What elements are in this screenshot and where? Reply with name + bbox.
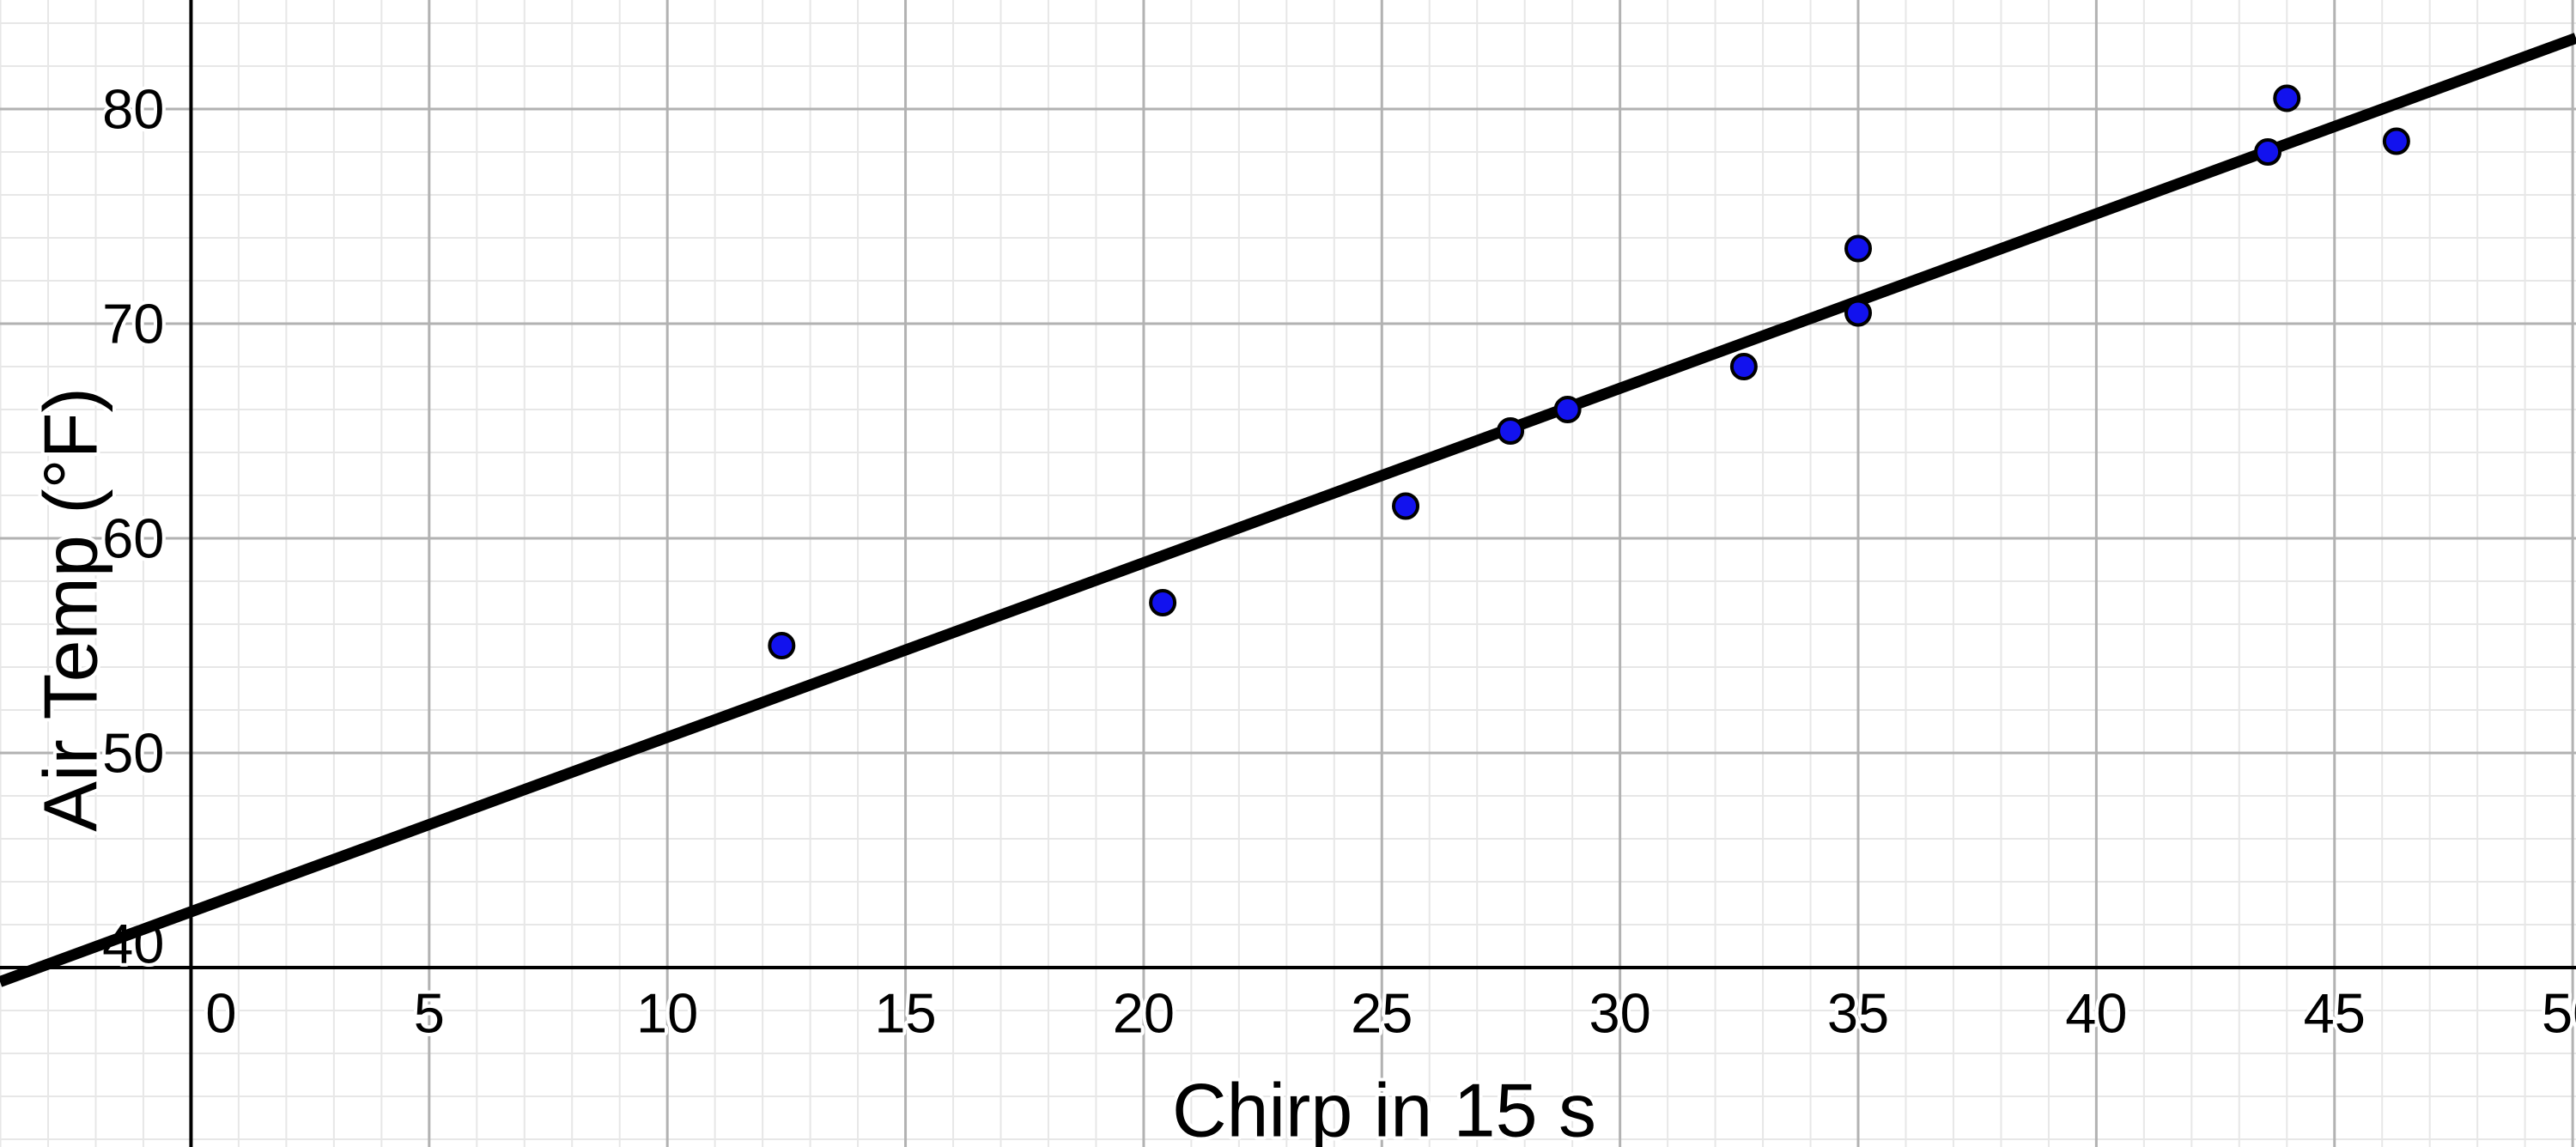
axis-titles: Chirp in 15 s Air Temp (°F): [25, 384, 1601, 1147]
y-tick-label: 60: [102, 507, 164, 570]
data-point: [2254, 138, 2282, 166]
data-point: [1392, 492, 1420, 520]
x-tick-label: 10: [636, 982, 698, 1045]
best-fit-line-layer: [0, 33, 2576, 987]
x-tick-label: 5: [414, 982, 445, 1045]
data-point: [2382, 127, 2410, 155]
data-point: [1149, 589, 1177, 616]
data-point: [2273, 84, 2301, 112]
data-point: [1553, 396, 1582, 423]
x-tick-label: 45: [2304, 982, 2366, 1045]
y-tick-label: 50: [102, 722, 164, 785]
x-tick-label: 35: [1827, 982, 1889, 1045]
x-tick-label: 50: [2542, 982, 2576, 1045]
data-points-layer: [768, 84, 2410, 659]
x-tick-label: 40: [2065, 982, 2127, 1045]
best-fit-line: [0, 33, 2576, 987]
data-point: [1844, 299, 1873, 327]
x-tick-label: 0: [205, 982, 236, 1045]
x-axis-title: Chirp in 15 s: [1172, 1068, 1596, 1147]
x-tick-label: 15: [874, 982, 936, 1045]
x-tick-label: 20: [1113, 982, 1175, 1045]
data-point: [1497, 417, 1525, 445]
y-axis-title: Air Temp (°F): [28, 387, 113, 832]
x-tick-labels: 0 5 10 15 20 25 30 35 40 45 50: [202, 979, 2576, 1048]
data-point: [1729, 353, 1758, 380]
data-point: [768, 632, 796, 659]
data-point: [1844, 234, 1873, 263]
y-tick-label: 80: [102, 78, 164, 141]
y-tick-label: 70: [102, 293, 164, 355]
x-tick-label: 25: [1351, 982, 1413, 1045]
x-tick-label: 30: [1589, 982, 1650, 1045]
